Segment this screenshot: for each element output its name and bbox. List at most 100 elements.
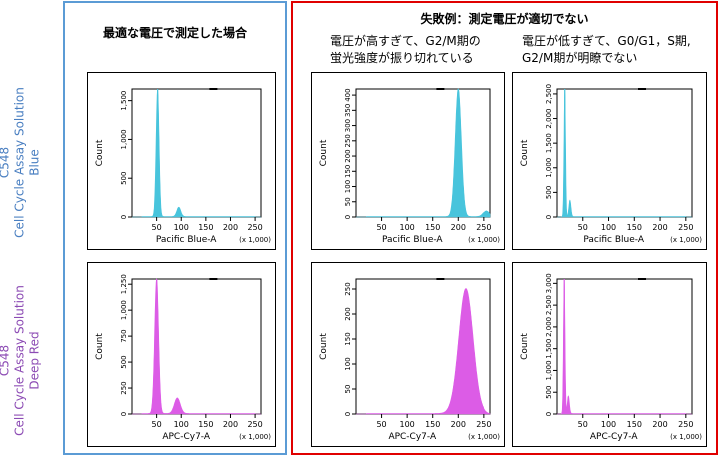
plot-area [556,278,693,415]
x-axis-label: Pacific Blue-A [382,235,443,245]
y-tick-label: 150 [344,332,352,345]
x-tick-label: 50 [578,223,588,232]
y-tick-label: 0 [120,412,128,416]
y-tick-label: 300 [344,119,352,132]
high-voltage-caption-line2: 蛍光強度が振り切れている [330,51,474,65]
y-tick-label: 1,500 [545,133,553,153]
x-axis-multiplier: (x 1,000) [670,236,702,244]
y-tick-label: 350 [344,104,352,117]
x-tick-label: 100 [400,223,415,232]
x-axis-multiplier: (x 1,000) [468,433,500,441]
y-axis-label: Count [319,139,329,166]
y-tick-label: 500 [120,172,128,185]
x-tick-label: 100 [601,420,616,429]
y-tick-label: 2,500 [545,295,553,315]
row-label-deep-red-line1: C548 [0,344,12,377]
failure-example-frame [291,1,718,455]
x-tick-label: 200 [652,420,667,429]
low-voltage-caption: 電圧が低すぎて、G0/G1，S期, G2/M期が明瞭でない [522,33,691,67]
high-voltage-caption: 電圧が高すぎて、G2/M期の 蛍光強度が振り切れている [330,33,481,67]
x-axis-multiplier: (x 1,000) [239,433,271,441]
x-tick-label: 200 [451,223,466,232]
y-axis-label: Count [520,139,530,166]
y-tick-label: 200 [344,307,352,320]
x-tick-label: 250 [247,223,262,232]
x-tick-label: 100 [174,420,189,429]
y-tick-label: 1,250 [120,274,128,294]
histogram-svg: 50 100 150 200 250 0 50 100 150 200 250 300 350 400 Co… [319,88,500,245]
low-voltage-caption-line2: G2/M期が明瞭でない [522,51,638,65]
x-tick-label: 150 [627,420,642,429]
row-label-blue: C548 Cell Cycle Assay Solution Blue [0,83,43,243]
y-axis-label: Count [319,333,329,360]
y-tick-label: 1,000 [545,158,553,178]
x-tick-label: 200 [223,223,238,232]
y-axis-label: Count [520,333,530,360]
x-tick-label: 200 [451,420,466,429]
optimal-header: 最適な電圧で測定した場合 [102,26,247,40]
histogram-panel-blue-high: 50 100 150 200 250 0 50 100 150 200 250 300 350 400 Co… [311,72,505,250]
y-tick-label: 1,500 [545,339,553,359]
x-tick-label: 50 [578,420,588,429]
x-tick-label: 50 [152,223,162,232]
x-axis-label: Pacific Blue-A [583,235,644,245]
plot-area [131,88,262,218]
row-label-blue-line3: Blue [27,149,42,176]
histogram-panel-red-high: 50 100 150 200 250 0 50 100 150 200 250 Count APC-Cy… [311,262,505,447]
x-tick-label: 250 [678,223,693,232]
y-tick-label: 0 [545,215,553,219]
x-axis-label: Pacific Blue-A [156,235,217,245]
x-tick-label: 200 [223,420,238,429]
histogram-series [557,88,692,218]
histogram-svg: 50 100 150 200 250 0 50 100 150 200 250 Count APC-Cy… [319,278,500,442]
histogram-series [356,288,491,415]
x-tick-label: 250 [476,420,491,429]
histogram-svg: 50 100 150 200 250 0 500 1,000 1,500 2,000 2,500 Co… [520,84,702,245]
x-tick-label: 100 [601,223,616,232]
low-voltage-caption-line1: 電圧が低すぎて、G0/G1，S期, [522,34,691,48]
y-tick-label: 1,500 [120,91,128,111]
x-tick-label: 50 [376,223,386,232]
y-tick-label: 500 [545,186,553,199]
row-label-deep-red-line3: Deep Red [27,331,42,390]
y-tick-label: 2,500 [545,84,553,104]
y-tick-label: 250 [120,381,128,394]
histogram-series [132,88,261,218]
x-tick-label: 200 [652,223,667,232]
plot-area [355,88,491,218]
x-axis-multiplier: (x 1,000) [239,236,271,244]
x-axis-label: APC-Cy7-A [388,432,437,442]
histogram-panel-red-optimal: 50 100 150 200 250 0 250 500 750 1,000 1,250 Count A… [87,262,276,447]
x-axis-multiplier: (x 1,000) [468,236,500,244]
y-tick-label: 0 [120,215,128,219]
y-tick-label: 3,000 [545,273,553,293]
y-tick-label: 1,000 [545,360,553,380]
y-axis-label: Count [95,139,105,166]
y-axis-label: Count [95,333,105,360]
plot-area [556,88,693,218]
x-axis-multiplier: (x 1,000) [670,433,702,441]
x-tick-label: 150 [425,420,440,429]
histogram-svg: 50 100 150 200 250 0 500 1,000 1,500 Count Pacific… [95,88,271,245]
y-tick-label: 500 [120,355,128,368]
y-tick-label: 50 [344,197,352,206]
row-label-blue-line2: Cell Cycle Assay Solution [12,87,27,238]
y-tick-label: 750 [120,329,128,342]
x-tick-label: 250 [678,420,693,429]
histogram-panel-blue-low: 50 100 150 200 250 0 500 1,000 1,500 2,000 2,500 Co… [512,72,707,250]
y-tick-label: 400 [344,88,352,101]
y-tick-label: 500 [545,386,553,399]
histogram-series [132,278,261,415]
y-tick-label: 2,000 [545,317,553,337]
y-tick-label: 100 [344,357,352,370]
row-label-blue-line1: C548 [0,146,12,179]
x-tick-label: 150 [425,223,440,232]
y-tick-label: 1,000 [120,300,128,320]
y-tick-label: 150 [344,165,352,178]
plot-area [131,278,262,415]
x-tick-label: 150 [627,223,642,232]
y-tick-label: 1,000 [120,129,128,149]
x-tick-label: 100 [400,420,415,429]
y-tick-label: 250 [344,134,352,147]
